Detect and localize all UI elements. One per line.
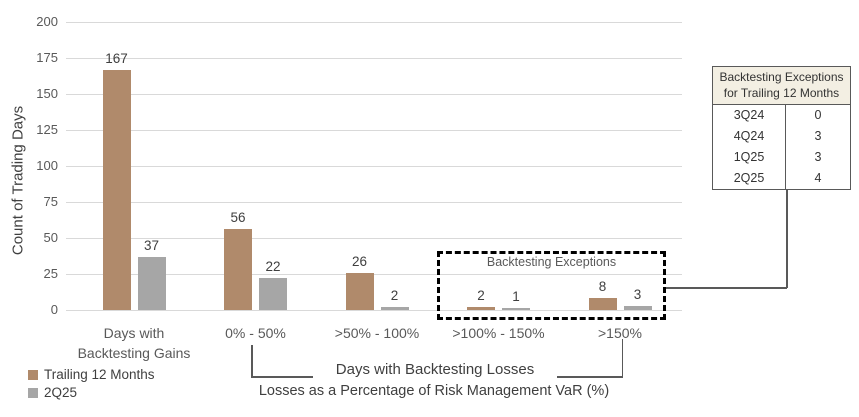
bar-2q25: [380, 307, 409, 310]
category-label-line: >50% - 100%: [334, 325, 420, 341]
category-label-line: Backtesting Gains: [77, 345, 191, 361]
table-cell-value: 3: [814, 129, 822, 143]
bar-trailing-12-months: [588, 298, 617, 310]
legend-label: Trailing 12 Months: [44, 367, 155, 382]
bar-value-label: 167: [105, 50, 128, 66]
bar-trailing-12-months: [467, 307, 495, 310]
table-header: Backtesting Exceptions for Trailing 12 M…: [713, 67, 850, 105]
legend-swatch-gray: [28, 388, 38, 398]
bar-value-label: 3: [633, 286, 642, 302]
table-cell-value: 0: [814, 108, 822, 122]
category-label: Days with Backtesting Gains: [59, 323, 209, 363]
bar-value-label: 1: [512, 289, 520, 304]
bracket-left-vertical: [251, 345, 253, 377]
bracket-left-horizontal: [251, 376, 313, 378]
bar-trailing-12-months: [345, 272, 374, 310]
x-axis-group-label: Days with Backtesting Losses: [335, 361, 535, 378]
bar-2q25: [623, 305, 652, 310]
y-tick-label: 0: [50, 302, 58, 317]
connector-horizontal: [666, 287, 787, 289]
legend-label: 2Q25: [44, 385, 78, 400]
table-cell-quarter: 2Q25: [713, 168, 786, 189]
backtesting-exceptions-label: Backtesting Exceptions: [486, 255, 617, 269]
backtesting-exceptions-box: [437, 251, 666, 320]
table-title-line1: Backtesting Exceptions: [719, 70, 844, 84]
gridline: [66, 58, 682, 59]
gridline: [66, 238, 682, 239]
category-label: >50% - 100%: [302, 323, 452, 343]
bar-2q25: [259, 278, 287, 310]
bar-value-label: 22: [265, 259, 281, 275]
table-cell-quarter: 3Q24: [713, 105, 786, 126]
bracket-right-vertical: [621, 339, 623, 377]
y-tick-label: 25: [43, 266, 58, 281]
category-label: 0% - 50%: [181, 323, 331, 343]
bar-trailing-12-months: [102, 69, 131, 310]
category-label-line: Days with: [103, 325, 165, 341]
legend-item-2q25: 2Q25: [28, 386, 77, 400]
gridline: [66, 310, 682, 311]
table-cell-quarter: 1Q25: [713, 147, 786, 168]
bracket-right-horizontal: [557, 376, 623, 378]
connector-vertical: [786, 188, 788, 288]
y-tick-label: 75: [43, 194, 58, 209]
bar-value-label: 37: [143, 237, 160, 253]
category-label-line: >100% - 150%: [452, 325, 545, 341]
bar-value-label: 56: [230, 210, 246, 226]
table-cell-value: 3: [814, 150, 822, 164]
gridline: [66, 130, 682, 131]
y-tick-label: 175: [36, 50, 58, 65]
bar-trailing-12-months: [224, 229, 252, 310]
table-row: 2Q25 4: [713, 168, 850, 189]
bar-value-label: 26: [351, 253, 368, 269]
bar-2q25: [502, 308, 530, 310]
x-axis-title: Losses as a Percentage of Risk Managemen…: [258, 383, 610, 399]
backtesting-exceptions-table: Backtesting Exceptions for Trailing 12 M…: [712, 66, 851, 190]
y-tick-label: 50: [43, 230, 58, 245]
gridline: [66, 22, 682, 23]
table-row: 1Q25 3: [713, 147, 850, 168]
bar-value-label: 2: [390, 288, 399, 304]
y-tick-label: 100: [36, 158, 58, 173]
y-tick-label: 125: [36, 122, 58, 137]
legend-swatch-brown: [28, 370, 38, 380]
table-row: 4Q24 3: [713, 126, 850, 147]
gridline: [66, 202, 682, 203]
table-row: 3Q24 0: [713, 105, 850, 126]
category-label: >100% - 150%: [424, 323, 574, 343]
bar-value-label: 2: [477, 288, 485, 304]
y-tick-label: 200: [36, 14, 58, 29]
gridline: [66, 274, 682, 275]
category-label-line: >150%: [598, 325, 642, 341]
bar-2q25: [137, 256, 166, 310]
category-label: >150%: [545, 323, 695, 343]
table-cell-quarter: 4Q24: [713, 126, 786, 147]
gridline: [66, 166, 682, 167]
y-tick-label: 150: [36, 86, 58, 101]
category-label-line: 0% - 50%: [225, 325, 286, 341]
bar-value-label: 8: [598, 279, 607, 295]
table-title-line2: for Trailing 12 Months: [723, 86, 840, 100]
legend-item-trailing-12-months: Trailing 12 Months: [28, 368, 155, 382]
gridline: [66, 94, 682, 95]
table-cell-value: 4: [814, 171, 822, 185]
